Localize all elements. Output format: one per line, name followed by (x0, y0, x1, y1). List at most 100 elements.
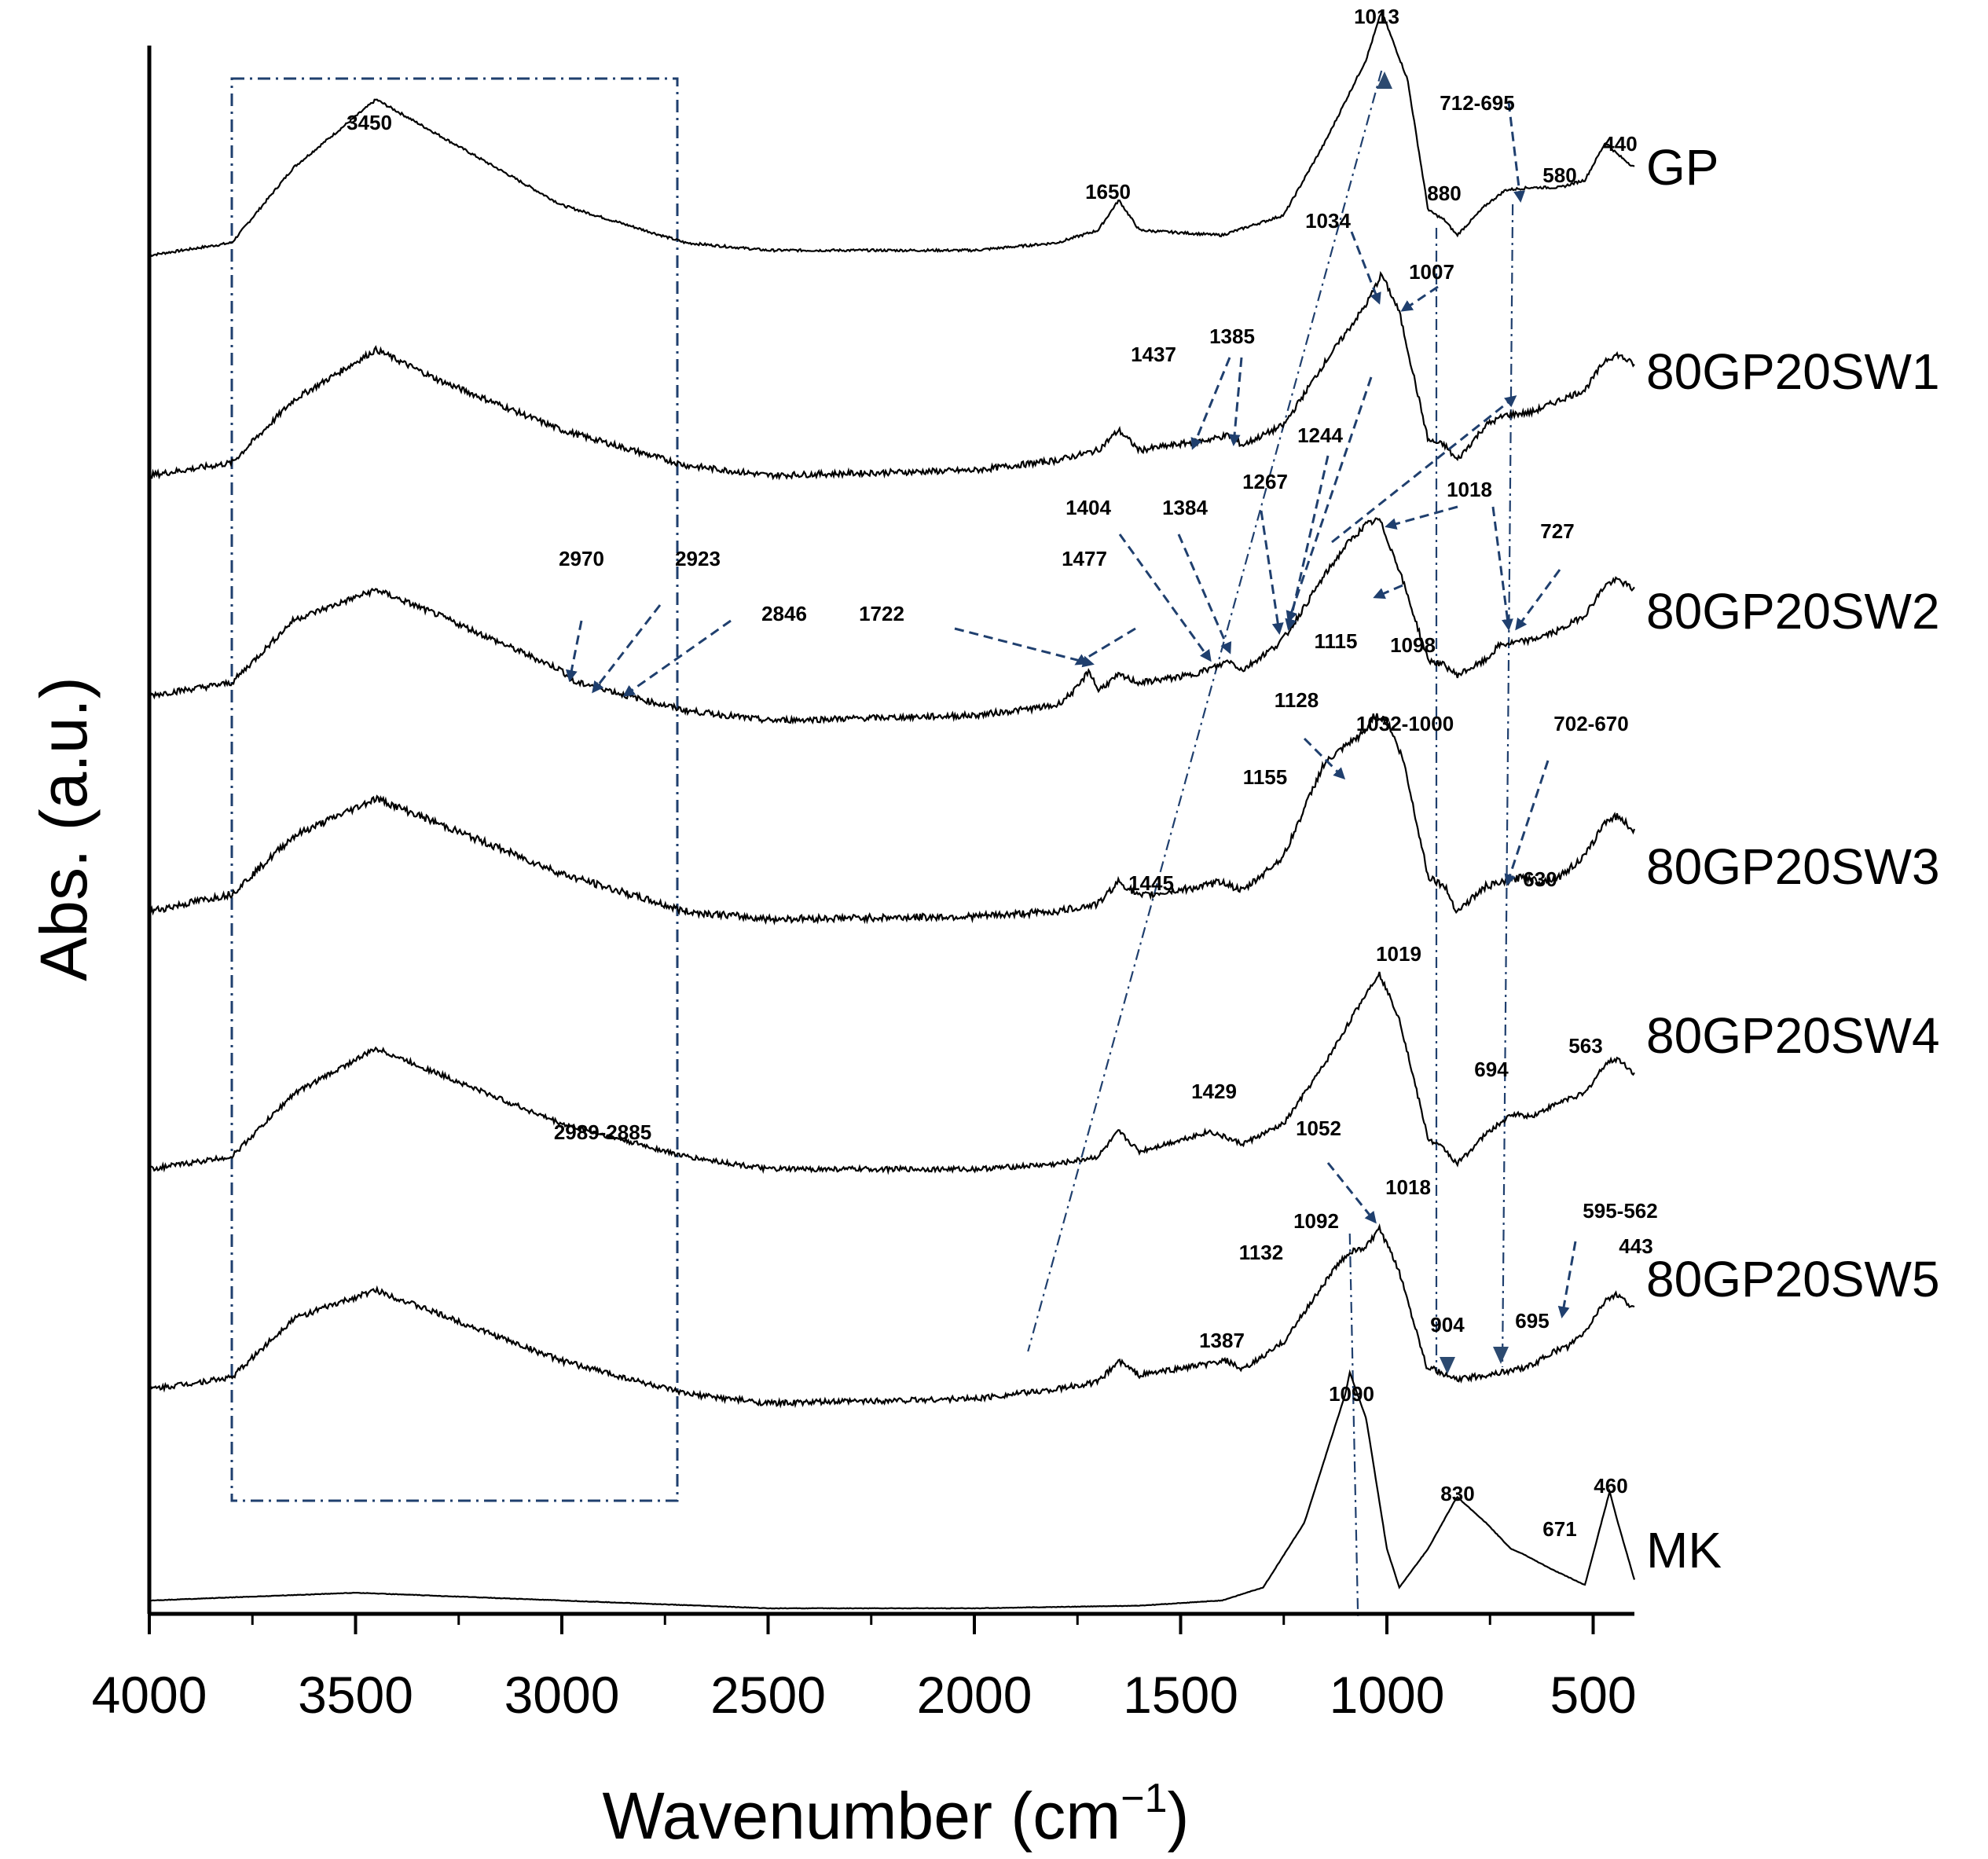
annotation-arrow-22 (1326, 1162, 1377, 1224)
peak-label-24: 1128 (1275, 688, 1319, 712)
annotation-arrow-1 (1350, 231, 1381, 305)
peak-label-25: 1032-1000 (1356, 712, 1454, 735)
x-tick-label-1500: 1500 (1123, 1666, 1238, 1724)
annotation-arrow-6 (1385, 505, 1458, 530)
annotation-arrow-9 (1260, 510, 1284, 635)
series-label-80GP20SW2: 80GP20SW2 (1646, 583, 1940, 640)
highlight-box-layer (230, 77, 679, 1502)
annotation-arrow-0 (1507, 101, 1526, 203)
peak-label-41: 904 (1430, 1313, 1465, 1336)
peak-label-43: 1387 (1199, 1329, 1245, 1352)
peak-label-42: 695 (1515, 1309, 1549, 1333)
annotation-arrow-19 (622, 619, 732, 697)
annotation-arrows-layer (565, 72, 1577, 1374)
x-tick-label-4000: 4000 (92, 1666, 207, 1724)
series-line-80GP20SW1 (148, 270, 1635, 481)
series-label-80GP20SW5: 80GP20SW5 (1646, 1251, 1940, 1307)
peak-label-2: 1013 (1354, 5, 1399, 28)
series-labels-layer: GP 80GP20SW1 80GP20SW2 80GP20SW3 80GP20SW4 80… (1646, 139, 1940, 1578)
peak-label-36: 1018 (1385, 1175, 1431, 1199)
reference-line-0 (1027, 70, 1383, 1352)
annotation-arrow-4 (1228, 357, 1243, 446)
series-line-80GP20SW2 (149, 517, 1635, 725)
x-tick-label-3000: 3000 (504, 1666, 620, 1724)
peak-label-23: 727 (1540, 519, 1574, 543)
peak-label-31: 694 (1474, 1058, 1509, 1081)
series-label-GP: GP (1646, 139, 1718, 196)
peak-label-6: 580 (1542, 163, 1576, 187)
series-label-80GP20SW1: 80GP20SW1 (1646, 343, 1940, 400)
annotation-arrow-23 (1557, 1241, 1577, 1318)
series-line-80GP20SW5 (148, 1223, 1635, 1409)
reference-lines-layer (1027, 70, 1514, 1619)
annotation-arrow-21 (1504, 760, 1550, 886)
series-line-MK (149, 1369, 1636, 1610)
peak-label-19: 1722 (859, 602, 904, 625)
peak-label-9: 1437 (1131, 343, 1176, 366)
peak-label-10: 1385 (1209, 324, 1255, 348)
peak-label-12: 1404 (1066, 496, 1111, 519)
peak-label-34: 2989-2885 (554, 1120, 651, 1144)
x-axis-title-sup: −1 (1121, 1776, 1167, 1821)
x-tick-label-2000: 2000 (917, 1666, 1033, 1724)
x-tick-label-1000: 1000 (1330, 1666, 1445, 1724)
spectra-layer (148, 9, 1636, 1610)
annotation-arrow-7 (1118, 534, 1212, 662)
peak-label-27: 1155 (1243, 765, 1287, 789)
peak-label-45: 830 (1440, 1482, 1474, 1505)
series-label-80GP20SW4: 80GP20SW4 (1646, 1007, 1940, 1064)
peak-label-40: 443 (1619, 1234, 1652, 1258)
series-label-80GP20SW3: 80GP20SW3 (1646, 838, 1940, 895)
annotation-arrow-18 (592, 604, 662, 694)
series-label-MK: MK (1646, 1522, 1722, 1578)
peak-label-20: 1477 (1062, 547, 1107, 570)
peak-label-18: 2846 (761, 602, 807, 625)
highlight-box (230, 77, 679, 1502)
x-tick-label-3500: 3500 (298, 1666, 413, 1724)
annotation-arrow-5 (1286, 376, 1373, 623)
peak-label-35: 1052 (1296, 1116, 1341, 1140)
x-ticks-layer: 4000 3500 3000 2500 2000 1500 1000 500 (92, 1614, 1637, 1724)
peak-label-21: 1115 (1315, 629, 1358, 653)
peak-label-0: 3450 (347, 111, 392, 134)
peak-label-29: 1445 (1128, 871, 1174, 895)
series-line-80GP20SW3 (149, 713, 1636, 926)
peak-label-47: 460 (1594, 1474, 1627, 1498)
peak-label-5: 880 (1427, 182, 1461, 205)
y-axis-title: Abs. (a.u.) (27, 676, 101, 981)
peak-label-33: 1429 (1191, 1080, 1237, 1103)
annotation-arrow-8 (1177, 534, 1232, 654)
peak-label-13: 1384 (1162, 496, 1208, 519)
peak-label-38: 1132 (1239, 1241, 1283, 1264)
annotation-arrow-12 (954, 627, 1095, 668)
peak-label-17: 2923 (675, 547, 721, 570)
x-tick-label-500: 500 (1550, 1666, 1636, 1724)
reference-line-3 (1501, 204, 1514, 1368)
annotation-arrow-13 (1074, 627, 1136, 666)
x-axis-title-main: Wavenumber (cm (603, 1779, 1121, 1853)
annotation-arrow-3 (1190, 357, 1231, 450)
x-axis-title-close: ) (1168, 1779, 1190, 1853)
reference-marker-0 (1377, 72, 1392, 89)
annotation-arrow-2 (1400, 285, 1439, 312)
peak-label-39: 595-562 (1583, 1199, 1657, 1223)
annotation-arrow-14 (1491, 506, 1513, 631)
series-line-GP (149, 9, 1635, 258)
peak-label-7: 1034 (1305, 209, 1351, 233)
peak-label-16: 2970 (559, 547, 604, 570)
peak-label-26: 702-670 (1553, 712, 1628, 735)
peak-label-28: 630 (1523, 867, 1557, 891)
peak-label-30: 1019 (1376, 942, 1421, 966)
reference-marker-1 (1440, 1357, 1455, 1374)
peak-label-22: 1098 (1390, 633, 1436, 657)
series-line-80GP20SW4 (148, 971, 1635, 1175)
x-axis-title: Wavenumber (cm−1) (603, 1776, 1190, 1853)
peak-label-8: 1007 (1409, 260, 1454, 284)
annotation-arrow-15 (1373, 584, 1403, 600)
peak-label-15: 1018 (1447, 478, 1492, 501)
peak-labels-layer: 3450 1650 1013 712-695 440 880 580 1034 1007 1437… (347, 5, 1658, 1541)
reference-line-1 (1348, 1233, 1359, 1619)
peak-label-11: 1244 (1297, 424, 1343, 447)
annotation-arrow-20 (1303, 737, 1346, 780)
